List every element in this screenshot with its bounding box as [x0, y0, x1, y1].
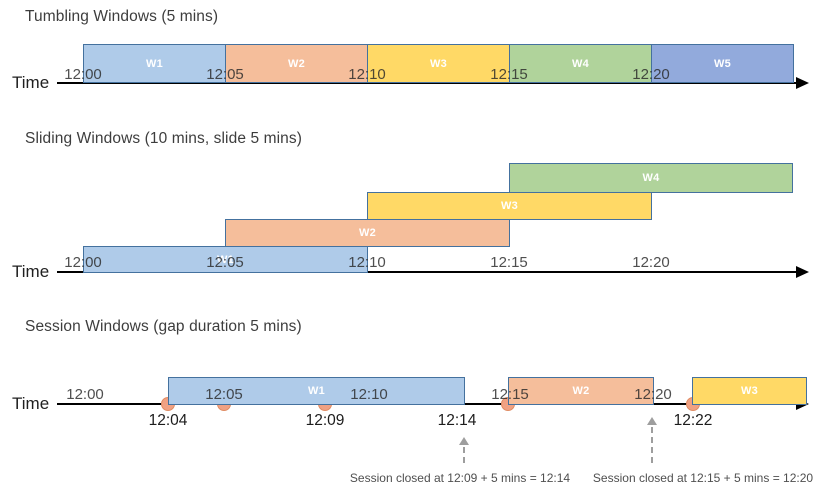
session-tick-1220: 12:20 — [634, 386, 672, 403]
session-window-w3: W3 — [692, 377, 807, 405]
session-tick-1210: 12:10 — [350, 386, 388, 403]
sliding-section-title: Sliding Windows (10 mins, slide 5 mins) — [25, 130, 302, 147]
window-label: W3 — [740, 385, 759, 397]
tumbling-tick-1205: 12:05 — [206, 66, 244, 83]
callout-arrow-line — [651, 427, 653, 463]
tumbling-time-axis — [57, 82, 798, 84]
tumbling-window-w2: W2 — [225, 44, 368, 83]
event-time-1222: 12:22 — [673, 412, 713, 429]
sliding-tick-1220: 12:20 — [632, 254, 670, 271]
tumbling-axis-arrow-icon — [796, 77, 809, 89]
window-label: W5 — [713, 57, 732, 70]
sliding-tick-1215: 12:15 — [490, 254, 528, 271]
window-label: W4 — [571, 57, 590, 70]
tumbling-window-w5: W5 — [651, 44, 794, 83]
session-tick-1205: 12:05 — [205, 386, 243, 403]
tumbling-window-w1: W1 — [83, 44, 226, 83]
window-label: W1 — [145, 57, 164, 70]
sliding-tick-1205: 12:05 — [206, 254, 244, 271]
tumbling-window-w4: W4 — [509, 44, 652, 83]
window-label: W2 — [287, 57, 306, 70]
sliding-window-w3: W3 — [367, 192, 652, 220]
sliding-window-w4: W4 — [509, 163, 793, 193]
tumbling-tick-1215: 12:15 — [490, 66, 528, 83]
session-tick-1200: 12:00 — [66, 386, 104, 403]
callout-arrow-line — [463, 447, 465, 463]
sliding-window-w2: W2 — [225, 219, 510, 247]
sliding-time-axis-label: Time — [12, 262, 50, 281]
sliding-time-axis — [57, 271, 798, 273]
sliding-axis-arrow-icon — [796, 266, 809, 278]
window-label: W2 — [572, 385, 590, 397]
tumbling-section-title: Tumbling Windows (5 mins) — [25, 8, 219, 25]
window-label: W3 — [500, 200, 519, 212]
sliding-tick-1210: 12:10 — [348, 254, 386, 271]
window-label: W1 — [216, 253, 235, 266]
window-label: W1 — [307, 385, 326, 397]
window-label: W3 — [429, 57, 448, 70]
window-label: W2 — [358, 227, 377, 239]
tumbling-window-w3: W3 — [367, 44, 510, 83]
session-close-annotation-2: Session closed at 12:15 + 5 mins = 12:20 — [592, 471, 814, 485]
session-close-time-1214: 12:14 — [437, 412, 477, 429]
sliding-window-w1: W1 — [83, 246, 368, 273]
tumbling-time-axis-label: Time — [12, 73, 50, 92]
callout-arrow-icon — [647, 417, 657, 425]
tumbling-tick-1210: 12:10 — [348, 66, 386, 83]
session-window-w2: W2 — [508, 377, 654, 405]
tumbling-tick-1200: 12:00 — [64, 66, 102, 83]
window-label: W4 — [642, 172, 660, 184]
tumbling-tick-1220: 12:20 — [632, 66, 670, 83]
session-close-annotation-1: Session closed at 12:09 + 5 mins = 12:14 — [349, 471, 571, 485]
event-time-1209: 12:09 — [305, 412, 345, 429]
sliding-tick-1200: 12:00 — [64, 254, 102, 271]
event-time-1204: 12:04 — [148, 412, 188, 429]
session-window-w1: W1 — [168, 377, 465, 405]
session-time-axis-label: Time — [12, 394, 50, 413]
callout-arrow-icon — [459, 437, 469, 445]
session-tick-1215: 12:15 — [491, 386, 529, 403]
session-section-title: Session Windows (gap duration 5 mins) — [25, 318, 302, 335]
